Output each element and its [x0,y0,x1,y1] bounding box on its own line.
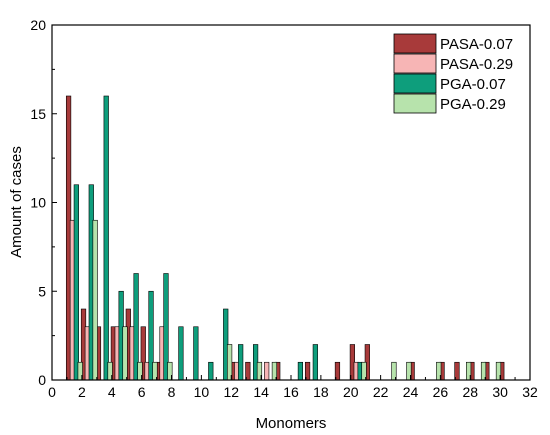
bar-pga-0-07-11 [238,344,244,381]
x-tick-label: 4 [108,384,116,400]
bar-pga-0-29-7 [227,344,233,381]
bar-pga-0-29-1 [92,219,98,381]
x-tick-label: 16 [283,384,299,400]
y-tick-label: 20 [30,17,46,33]
y-axis-label: Amount of cases [8,146,25,258]
x-tick-label: 32 [522,384,538,400]
y-tick-label: 10 [30,195,46,211]
x-tick-label: 28 [462,384,478,400]
x-tick-label: 24 [403,384,419,400]
y-tick-label: 0 [38,372,46,388]
x-tick-label: 0 [48,384,56,400]
x-tick-label: 30 [492,384,508,400]
legend-label: PGA-0.07 [440,76,506,93]
x-tick-label: 20 [343,384,359,400]
legend-label: PASA-0.29 [440,56,513,73]
bar-pga-0-29-3 [122,326,128,381]
x-tick-label: 18 [313,384,329,400]
x-tick-label: 2 [78,384,86,400]
bar-pga-0-07-13 [297,361,304,381]
bar-pga-0-07-7 [178,326,184,381]
bar-pasa-0-29-7 [264,361,270,381]
bar-pga-0-07-14 [312,344,318,381]
y-tick-label: 15 [30,106,46,122]
x-tick-label: 10 [194,384,210,400]
bar-pga-0-07-0 [73,184,79,381]
x-tick-label: 26 [433,384,449,400]
legend-swatch [393,33,437,54]
legend-swatch [393,93,437,114]
legend: PASA-0.07 PASA-0.29 PGA-0.07 PGA-0.29 [393,33,513,114]
y-tick-label: 5 [38,283,46,299]
x-tick-label: 8 [168,384,176,400]
bars-layer [65,95,505,381]
bar-pga-0-07-8 [193,326,199,381]
legend-label: PASA-0.07 [440,36,513,53]
bar-pga-0-07-2 [103,95,109,381]
y-axis: 0 5 10 15 20 [30,17,57,388]
bar-pga-0-07-9 [208,361,214,381]
legend-swatch [393,53,437,74]
x-tick-label: 12 [223,384,239,400]
x-axis: 0 2 4 6 8 10 12 14 16 18 20 22 24 26 28 30 32 [48,375,538,400]
x-tick-label: 6 [138,384,146,400]
x-axis-label: Monomers [256,415,327,432]
x-tick-label: 14 [253,384,269,400]
legend-swatch [393,73,437,94]
x-tick-label: 22 [373,384,389,400]
legend-label: PGA-0.29 [440,96,506,113]
